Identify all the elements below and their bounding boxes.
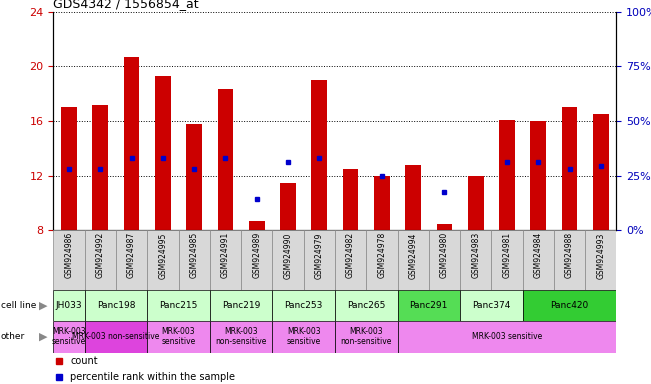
Bar: [303, 230, 335, 290]
Bar: [311, 80, 327, 230]
Bar: [53, 230, 85, 290]
Bar: [468, 176, 484, 230]
Text: Panc291: Panc291: [409, 301, 448, 310]
Text: JH033: JH033: [56, 301, 82, 310]
Text: GSM924994: GSM924994: [409, 232, 418, 278]
Text: GSM924988: GSM924988: [565, 232, 574, 278]
Bar: [272, 321, 335, 353]
Text: GSM924983: GSM924983: [471, 232, 480, 278]
Bar: [280, 182, 296, 230]
Bar: [398, 290, 460, 321]
Text: GSM924978: GSM924978: [378, 232, 386, 278]
Text: ▶: ▶: [39, 331, 48, 342]
Text: GSM924995: GSM924995: [158, 232, 167, 278]
Bar: [241, 230, 272, 290]
Text: Panc219: Panc219: [222, 301, 260, 310]
Bar: [155, 76, 171, 230]
Text: GSM924979: GSM924979: [315, 232, 324, 278]
Text: GSM924987: GSM924987: [127, 232, 136, 278]
Text: MRK-003
sensitive: MRK-003 sensitive: [286, 327, 321, 346]
Text: count: count: [70, 356, 98, 366]
Bar: [217, 89, 233, 230]
Text: ▶: ▶: [39, 300, 48, 310]
Text: Panc420: Panc420: [551, 301, 589, 310]
Text: GSM924986: GSM924986: [64, 232, 74, 278]
Text: GSM924984: GSM924984: [534, 232, 543, 278]
Text: MRK-003 non-sensitive: MRK-003 non-sensitive: [72, 332, 159, 341]
Bar: [53, 290, 85, 321]
Bar: [523, 230, 554, 290]
Text: GSM924981: GSM924981: [503, 232, 512, 278]
Text: percentile rank within the sample: percentile rank within the sample: [70, 372, 235, 382]
Bar: [585, 230, 616, 290]
Text: GSM924989: GSM924989: [252, 232, 261, 278]
Bar: [335, 290, 398, 321]
Bar: [272, 230, 303, 290]
Bar: [554, 230, 585, 290]
Bar: [335, 321, 398, 353]
Text: Panc215: Panc215: [159, 301, 198, 310]
Bar: [85, 290, 147, 321]
Bar: [343, 169, 359, 230]
Bar: [92, 104, 108, 230]
Bar: [531, 121, 546, 230]
Text: GSM924982: GSM924982: [346, 232, 355, 278]
Bar: [186, 124, 202, 230]
Bar: [460, 230, 492, 290]
Bar: [116, 230, 147, 290]
Bar: [437, 223, 452, 230]
Bar: [593, 114, 609, 230]
Text: MRK-003
sensitive: MRK-003 sensitive: [52, 327, 86, 346]
Text: MRK-003 sensitive: MRK-003 sensitive: [472, 332, 542, 341]
Bar: [53, 321, 85, 353]
Bar: [460, 290, 523, 321]
Text: GSM924985: GSM924985: [189, 232, 199, 278]
Text: MRK-003
sensitive: MRK-003 sensitive: [161, 327, 196, 346]
Bar: [210, 321, 272, 353]
Text: MRK-003
non-sensitive: MRK-003 non-sensitive: [340, 327, 392, 346]
Text: Panc198: Panc198: [97, 301, 135, 310]
Bar: [562, 107, 577, 230]
Bar: [210, 230, 241, 290]
Bar: [61, 107, 77, 230]
Text: other: other: [1, 332, 25, 341]
Text: Panc374: Panc374: [472, 301, 510, 310]
Bar: [147, 230, 178, 290]
Bar: [367, 230, 398, 290]
Bar: [178, 230, 210, 290]
Text: Panc253: Panc253: [284, 301, 323, 310]
Bar: [147, 321, 210, 353]
Bar: [335, 230, 367, 290]
Bar: [124, 57, 139, 230]
Text: GDS4342 / 1556854_at: GDS4342 / 1556854_at: [53, 0, 199, 10]
Text: GSM924990: GSM924990: [284, 232, 292, 278]
Bar: [398, 321, 616, 353]
Bar: [429, 230, 460, 290]
Bar: [147, 290, 210, 321]
Bar: [85, 321, 147, 353]
Bar: [249, 221, 264, 230]
Bar: [398, 230, 429, 290]
Text: GSM924993: GSM924993: [596, 232, 605, 278]
Bar: [499, 119, 515, 230]
Bar: [374, 176, 390, 230]
Bar: [492, 230, 523, 290]
Bar: [406, 165, 421, 230]
Bar: [272, 290, 335, 321]
Bar: [210, 290, 272, 321]
Text: MRK-003
non-sensitive: MRK-003 non-sensitive: [215, 327, 267, 346]
Bar: [85, 230, 116, 290]
Text: Panc265: Panc265: [347, 301, 385, 310]
Bar: [523, 290, 616, 321]
Text: cell line: cell line: [1, 301, 36, 310]
Text: GSM924991: GSM924991: [221, 232, 230, 278]
Text: GSM924992: GSM924992: [96, 232, 105, 278]
Text: GSM924980: GSM924980: [440, 232, 449, 278]
